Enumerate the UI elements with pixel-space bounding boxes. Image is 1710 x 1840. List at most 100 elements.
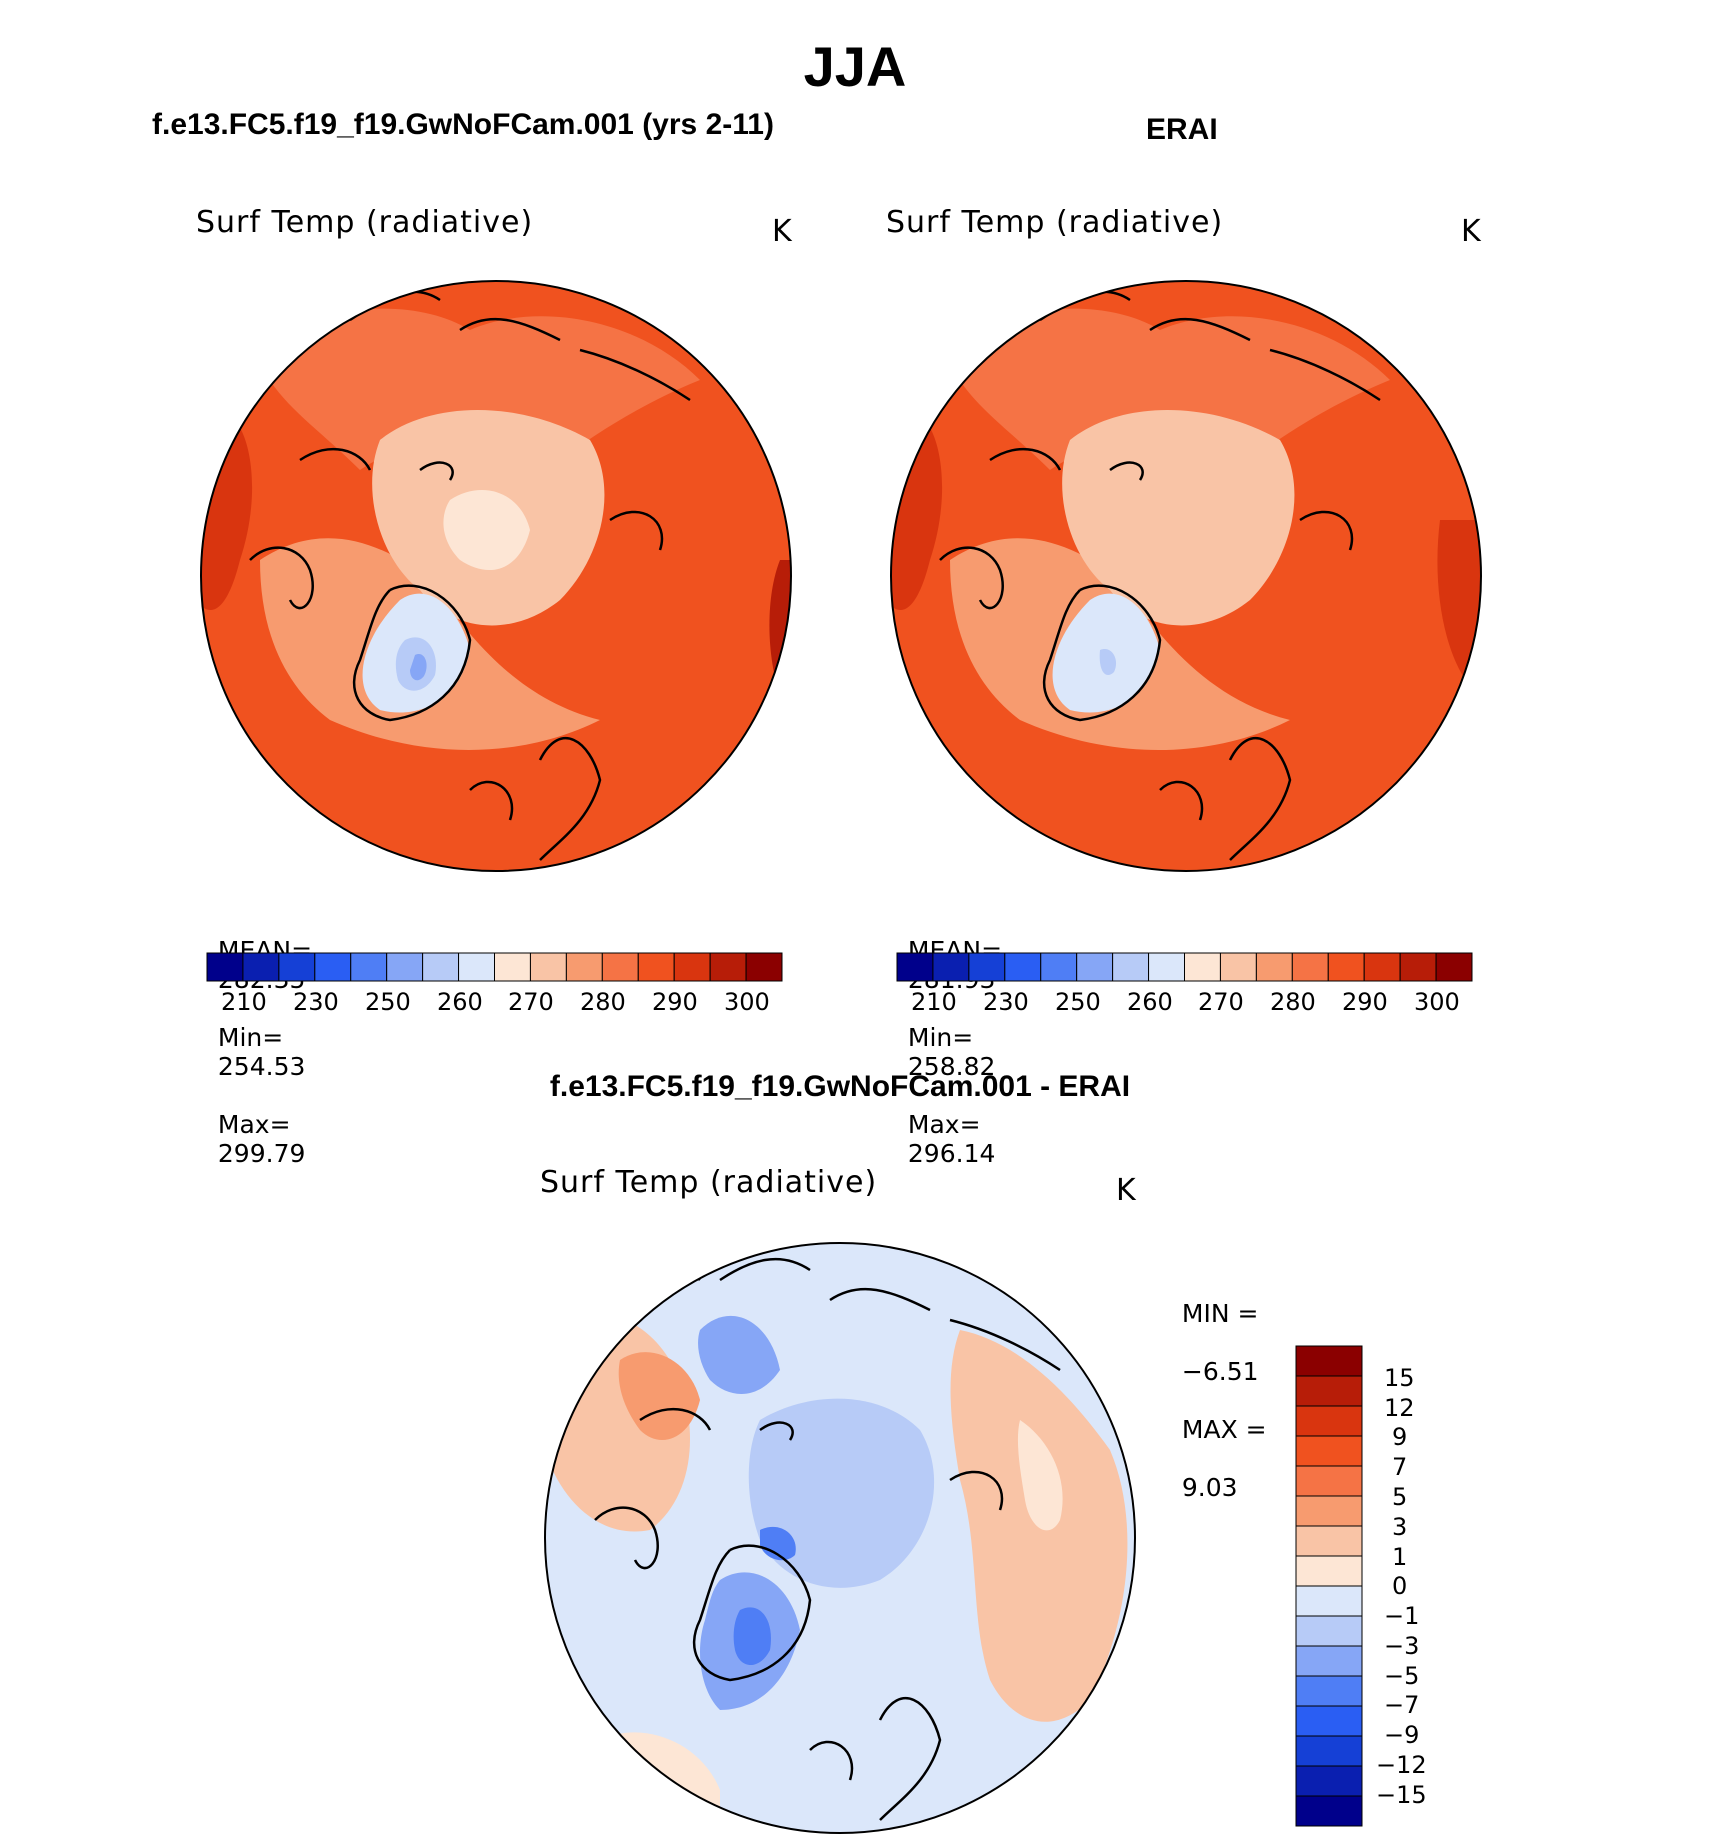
colorbar-tick: 15 <box>1384 1364 1415 1392</box>
colorbar-swatch <box>1040 952 1078 982</box>
diff-title: f.e13.FC5.f19_f19.GwNoFCam.001 - ERAI <box>549 1070 1131 1103</box>
colorbar-swatch <box>1184 952 1221 982</box>
colorbar-tick: 210 <box>911 988 957 1016</box>
colorbar-tick: −5 <box>1384 1662 1420 1690</box>
panel-left-units: K <box>772 214 792 249</box>
colorbar-tick: 260 <box>1127 988 1173 1016</box>
colorbar-swatch <box>1295 1795 1363 1827</box>
colorbar-right <box>896 952 1473 982</box>
colorbar-swatch <box>1255 952 1293 982</box>
colorbar-tick: 5 <box>1392 1483 1408 1511</box>
colorbar-swatch <box>1219 952 1257 982</box>
colorbar-swatch <box>1295 1765 1363 1797</box>
colorbar-swatch <box>1295 1615 1363 1647</box>
max-label: Max= <box>907 1110 981 1139</box>
map-border <box>544 1242 1136 1834</box>
colorbar-tick: −3 <box>1384 1632 1420 1660</box>
colorbar-tick: 270 <box>508 988 554 1016</box>
map-right-erai <box>890 280 1482 872</box>
colorbar-tick: 1 <box>1392 1543 1408 1571</box>
colorbar-swatch <box>1295 1555 1363 1587</box>
colorbar-tick: 250 <box>365 988 411 1016</box>
colorbar-swatch <box>1295 1525 1363 1557</box>
land-mid-temperature <box>940 308 1390 470</box>
colorbar-tick: 290 <box>1342 988 1388 1016</box>
map-difference <box>544 1242 1136 1834</box>
colorbar-tick: 270 <box>1198 988 1244 1016</box>
colorbar-diff <box>1295 1345 1363 1827</box>
min-value: 258.82 <box>907 1052 996 1081</box>
colorbar-tick: 9 <box>1392 1423 1408 1451</box>
colorbar-tick: 280 <box>1270 988 1316 1016</box>
colorbar-swatch <box>314 952 352 982</box>
colorbar-swatch <box>968 952 1006 982</box>
colorbar-swatch <box>1148 952 1185 982</box>
land-mid-temperature <box>250 308 700 470</box>
colorbar-swatch <box>1363 952 1401 982</box>
max-value: 299.79 <box>217 1139 306 1168</box>
siberia-cold-anomaly <box>698 1315 780 1394</box>
colorbar-swatch <box>1435 952 1473 982</box>
colorbar-left <box>206 952 783 982</box>
archipelago-cold-core <box>760 1526 796 1561</box>
colorbar-swatch <box>1295 1435 1363 1467</box>
panel-left-title: f.e13.FC5.f19_f19.GwNoFCam.001 (yrs 2-11… <box>152 108 774 141</box>
max-value: 9.03 <box>1181 1473 1238 1502</box>
colorbar-tick: 12 <box>1384 1394 1415 1422</box>
colorbar-swatch <box>637 952 675 982</box>
colorbar-swatch <box>1295 1645 1363 1677</box>
diff-stats: MIN = −6.51 MAX = 9.03 <box>1166 1270 1267 1502</box>
colorbar-tick: 300 <box>724 988 770 1016</box>
colorbar-swatch <box>1327 952 1365 982</box>
colorbar-swatch <box>242 952 280 982</box>
colorbar-swatch <box>1076 952 1114 982</box>
colorbar-swatch <box>1295 1405 1363 1437</box>
max-value: 296.14 <box>907 1139 996 1168</box>
colorbar-tick: 260 <box>437 988 483 1016</box>
colorbar-swatch <box>422 952 460 982</box>
arctic-center-cold <box>443 490 530 570</box>
colorbar-tick: 230 <box>983 988 1029 1016</box>
colorbar-tick: −15 <box>1376 1781 1427 1809</box>
colorbar-swatch <box>1291 952 1329 982</box>
colorbar-swatch <box>206 952 244 982</box>
colorbar-swatch <box>1112 952 1150 982</box>
colorbar-tick: 300 <box>1414 988 1460 1016</box>
colorbar-swatch <box>1295 1465 1363 1497</box>
colorbar-swatch <box>932 952 970 982</box>
min-label: Min= <box>907 1023 974 1052</box>
colorbar-swatch <box>709 952 747 982</box>
colorbar-tick: −1 <box>1384 1602 1420 1630</box>
colorbar-swatch <box>673 952 711 982</box>
diff-units: K <box>1116 1173 1136 1208</box>
colorbar-swatch <box>278 952 316 982</box>
colorbar-swatch <box>565 952 603 982</box>
weak-warm-east <box>1017 1420 1063 1531</box>
colorbar-swatch <box>350 952 388 982</box>
panel-right-variable: Surf Temp (radiative) <box>886 205 1224 240</box>
warm-band-east <box>769 560 791 720</box>
colorbar-swatch <box>745 952 783 982</box>
colorbar-tick: 250 <box>1055 988 1101 1016</box>
main-title: JJA <box>803 35 907 98</box>
colorbar-swatch <box>601 952 639 982</box>
panel-right-title: ERAI <box>1146 113 1218 146</box>
map-border <box>200 280 792 872</box>
colorbar-tick: 210 <box>221 988 267 1016</box>
colorbar-tick: 7 <box>1392 1453 1408 1481</box>
colorbar-tick: 0 <box>1392 1572 1408 1600</box>
greenland-peak <box>410 654 427 681</box>
map-border <box>890 280 1482 872</box>
min-value: 254.53 <box>217 1052 306 1081</box>
colorbar-tick: −12 <box>1376 1751 1427 1779</box>
map-left-model <box>200 280 792 872</box>
colorbar-swatch <box>1399 952 1437 982</box>
max-label: MAX = <box>1181 1415 1267 1444</box>
colorbar-swatch <box>529 952 567 982</box>
colorbar-swatch <box>386 952 424 982</box>
min-value: −6.51 <box>1181 1357 1259 1386</box>
greenland-cold-core <box>733 1607 771 1665</box>
colorbar-swatch <box>458 952 495 982</box>
colorbar-tick: 230 <box>293 988 339 1016</box>
